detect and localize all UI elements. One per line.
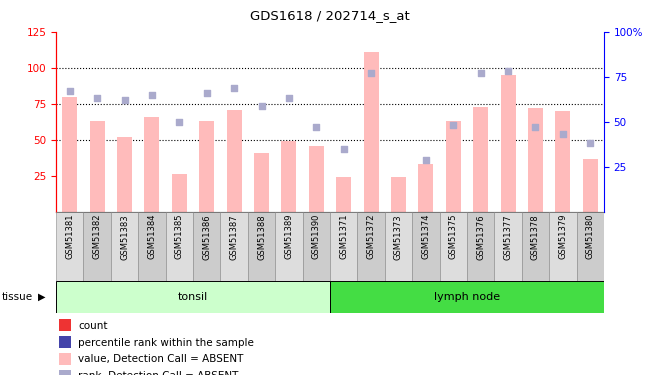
Point	[92, 96, 102, 102]
Point	[311, 124, 321, 130]
Text: GSM51379: GSM51379	[558, 214, 568, 260]
Point	[420, 157, 431, 163]
Text: GSM51387: GSM51387	[230, 214, 239, 260]
Text: GSM51373: GSM51373	[394, 214, 403, 260]
Bar	[440, 212, 467, 281]
Bar	[275, 212, 302, 281]
Point	[448, 123, 459, 129]
Bar	[59, 319, 71, 331]
Point	[475, 70, 486, 76]
Point	[65, 88, 75, 94]
Bar	[385, 212, 412, 281]
Point	[284, 96, 294, 102]
Point	[558, 132, 568, 138]
Bar	[166, 212, 193, 281]
Point	[366, 70, 376, 76]
Bar	[358, 212, 385, 281]
Text: GDS1618 / 202714_s_at: GDS1618 / 202714_s_at	[250, 9, 410, 22]
Text: GSM51374: GSM51374	[421, 214, 430, 260]
Bar	[521, 212, 549, 281]
Bar	[555, 111, 570, 212]
Bar	[83, 212, 111, 281]
Bar	[418, 164, 434, 212]
Text: GSM51385: GSM51385	[175, 214, 184, 260]
Text: percentile rank within the sample: percentile rank within the sample	[78, 338, 254, 348]
Bar	[226, 110, 242, 212]
Bar	[302, 212, 330, 281]
Point	[585, 141, 595, 147]
Text: GSM51378: GSM51378	[531, 214, 540, 260]
Bar	[199, 121, 214, 212]
Text: tonsil: tonsil	[178, 292, 208, 302]
Text: GSM51388: GSM51388	[257, 214, 266, 260]
Bar	[138, 212, 166, 281]
Text: GSM51372: GSM51372	[366, 214, 376, 260]
Bar	[364, 52, 379, 212]
Bar	[330, 281, 604, 313]
Text: GSM51382: GSM51382	[92, 214, 102, 260]
Text: GSM51383: GSM51383	[120, 214, 129, 260]
Point	[201, 90, 212, 96]
Text: GSM51389: GSM51389	[284, 214, 294, 260]
Bar	[59, 369, 71, 375]
Bar	[309, 146, 324, 212]
Bar	[220, 212, 248, 281]
Text: GSM51377: GSM51377	[504, 214, 513, 260]
Bar	[254, 153, 269, 212]
Bar	[446, 121, 461, 212]
Bar	[467, 212, 494, 281]
Text: GSM51380: GSM51380	[585, 214, 595, 260]
Text: tissue: tissue	[1, 292, 32, 302]
Bar	[528, 108, 543, 212]
Bar	[248, 212, 275, 281]
Text: lymph node: lymph node	[434, 292, 500, 302]
Bar	[56, 212, 83, 281]
Point	[119, 97, 130, 103]
Bar	[500, 75, 515, 212]
Point	[174, 119, 185, 125]
Text: count: count	[78, 321, 108, 331]
Point	[530, 124, 541, 130]
Bar	[111, 212, 138, 281]
Bar	[549, 212, 577, 281]
Bar	[473, 107, 488, 212]
Text: GSM51376: GSM51376	[476, 214, 485, 260]
Point	[229, 85, 240, 91]
Point	[339, 146, 349, 152]
Text: GSM51375: GSM51375	[449, 214, 458, 260]
Text: GSM51381: GSM51381	[65, 214, 75, 260]
Bar	[59, 336, 71, 348]
Text: rank, Detection Call = ABSENT: rank, Detection Call = ABSENT	[78, 371, 238, 375]
Bar	[391, 177, 406, 212]
Point	[256, 103, 267, 109]
Bar	[172, 174, 187, 212]
Text: GSM51390: GSM51390	[312, 214, 321, 260]
Bar	[59, 352, 71, 365]
Bar	[193, 212, 220, 281]
Bar	[281, 141, 296, 212]
Bar	[62, 97, 77, 212]
Text: GSM51386: GSM51386	[202, 214, 211, 260]
Bar	[56, 281, 330, 313]
Point	[503, 69, 513, 75]
Bar	[583, 159, 598, 212]
Text: ▶: ▶	[38, 292, 46, 302]
Bar	[117, 137, 132, 212]
Bar	[577, 212, 604, 281]
Bar	[494, 212, 521, 281]
Bar	[90, 121, 105, 212]
Bar	[145, 117, 160, 212]
Bar	[336, 177, 351, 212]
Text: GSM51371: GSM51371	[339, 214, 348, 260]
Point	[147, 92, 157, 98]
Text: value, Detection Call = ABSENT: value, Detection Call = ABSENT	[78, 354, 244, 364]
Text: GSM51384: GSM51384	[147, 214, 156, 260]
Bar	[330, 212, 358, 281]
Bar	[412, 212, 440, 281]
